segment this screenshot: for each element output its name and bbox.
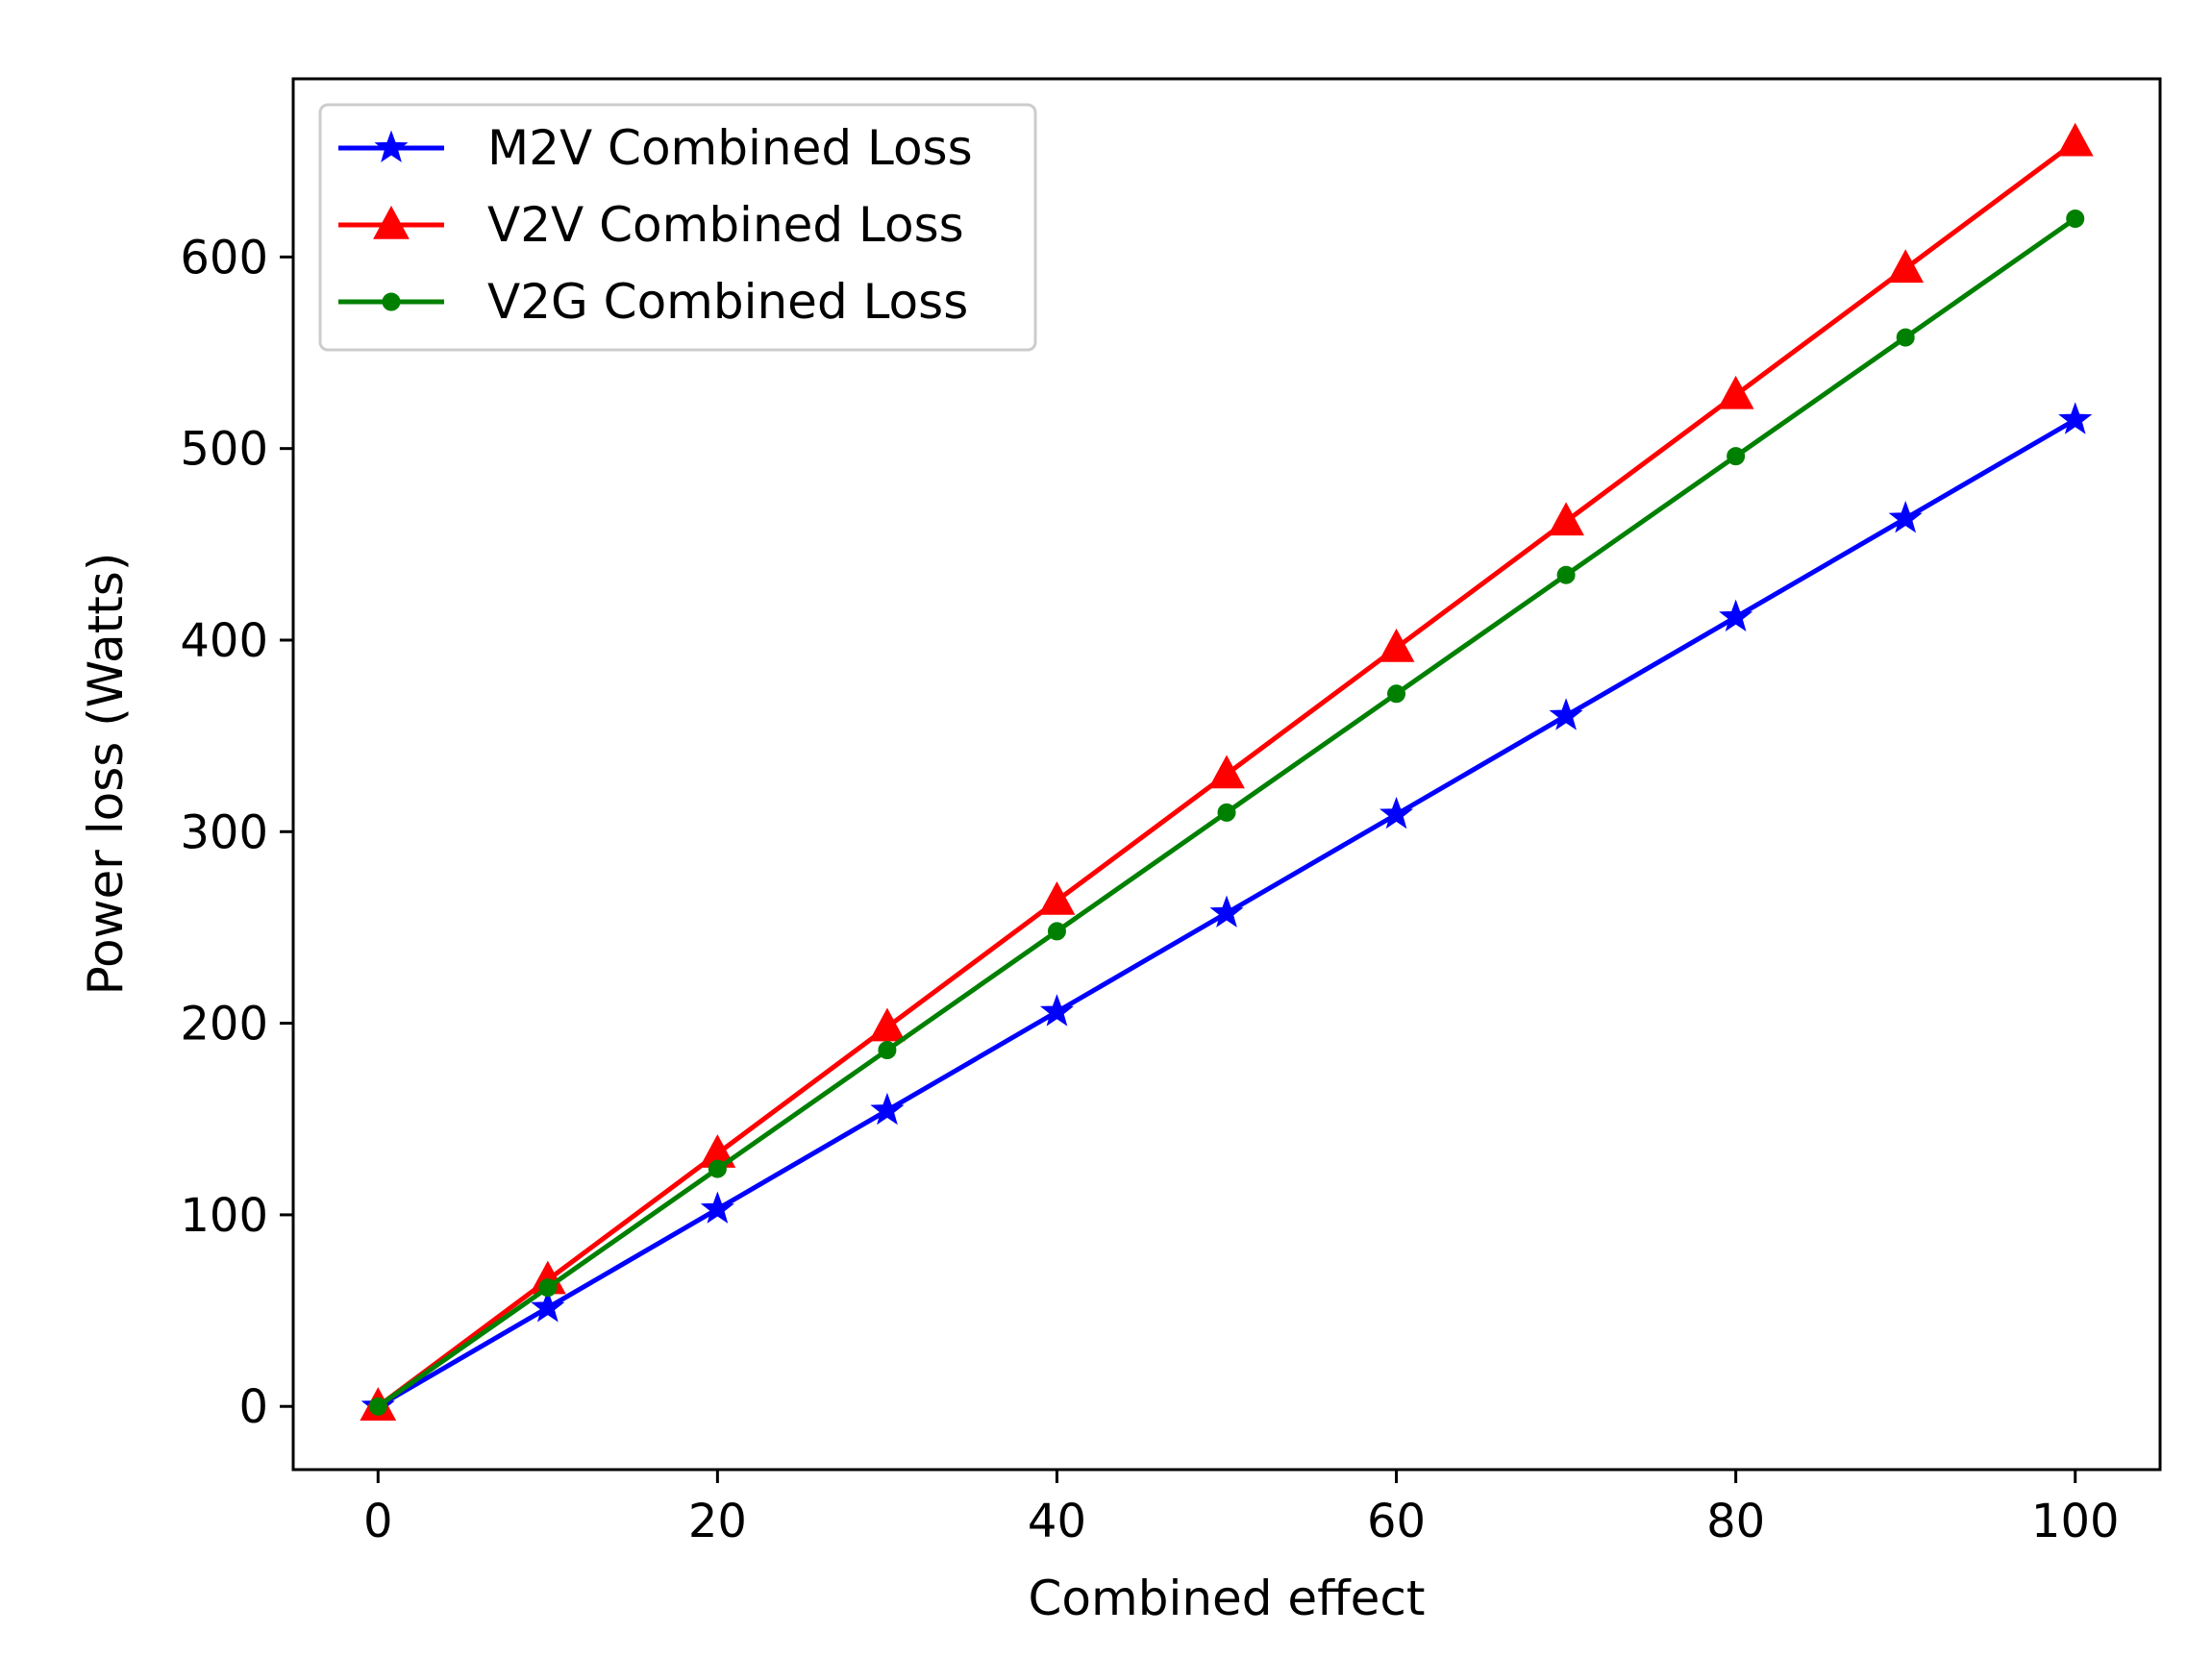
data-point [870, 1092, 905, 1126]
y-tick-label: 200 [180, 998, 268, 1052]
data-point [700, 1191, 734, 1224]
legend-item: V2G Combined Loss [338, 274, 968, 330]
x-tick-label: 0 [363, 1495, 393, 1548]
x-tick-label: 40 [1028, 1495, 1086, 1548]
legend-item: V2V Combined Loss [338, 197, 964, 253]
data-point [1727, 447, 1746, 466]
x-tick-label: 80 [1706, 1495, 1765, 1548]
legend-label: M2V Combined Loss [487, 120, 973, 176]
data-point [2056, 122, 2094, 157]
legend-label: V2V Combined Loss [487, 197, 964, 253]
legend-box [318, 103, 1037, 352]
series-layer [360, 122, 2094, 1422]
y-tick-label: 400 [180, 614, 268, 668]
data-point [1378, 628, 1415, 662]
data-point [538, 1278, 558, 1298]
data-point [1209, 895, 1244, 928]
data-point [1717, 375, 1754, 409]
y-tick-label: 100 [180, 1189, 268, 1243]
legend-marker [382, 292, 401, 311]
data-point [1549, 698, 1583, 730]
axes: 0 20 40 60 80 100 0 100 200 300 400 500 600 [180, 231, 2119, 1548]
y-tick-label: 0 [238, 1380, 268, 1434]
data-point [1038, 880, 1076, 915]
y-tick-label: 600 [180, 231, 268, 285]
data-point [2066, 209, 2085, 228]
data-point [1896, 328, 1915, 347]
data-point [1217, 803, 1236, 822]
legend-label: V2G Combined Loss [487, 274, 968, 330]
legend-marker [373, 205, 410, 239]
data-point [1047, 922, 1066, 941]
data-point [1379, 796, 1414, 829]
data-point [368, 1397, 387, 1416]
legend-marker [374, 130, 409, 162]
data-point [869, 1007, 906, 1042]
series-3 [368, 209, 2085, 1416]
data-point [1387, 684, 1406, 704]
data-point [708, 1159, 727, 1178]
data-point [531, 1290, 565, 1323]
data-point [1556, 565, 1576, 584]
x-axis-label: Combined effect [1029, 1571, 1426, 1626]
data-point [1039, 994, 1075, 1027]
data-point [1208, 755, 1245, 789]
y-axis-label: Power loss (Watts) [78, 553, 134, 996]
series-1 [360, 402, 2093, 1422]
legend-item: M2V Combined Loss [338, 120, 973, 176]
x-tick-label: 100 [2031, 1495, 2120, 1548]
data-point [2058, 402, 2093, 434]
y-tick-label: 500 [180, 423, 268, 477]
x-tick-label: 60 [1367, 1495, 1426, 1548]
data-point [1887, 249, 1925, 284]
x-tick-label: 20 [688, 1495, 747, 1548]
data-point [878, 1041, 897, 1060]
plot-frame [291, 77, 2162, 1472]
series-2 [360, 122, 2094, 1421]
data-point [1719, 599, 1753, 632]
data-point [1888, 500, 1923, 533]
data-point [1548, 502, 1584, 536]
legend: M2V Combined Loss V2V Combined Loss V2G Co… [318, 103, 1037, 352]
y-tick-label: 300 [180, 805, 268, 859]
